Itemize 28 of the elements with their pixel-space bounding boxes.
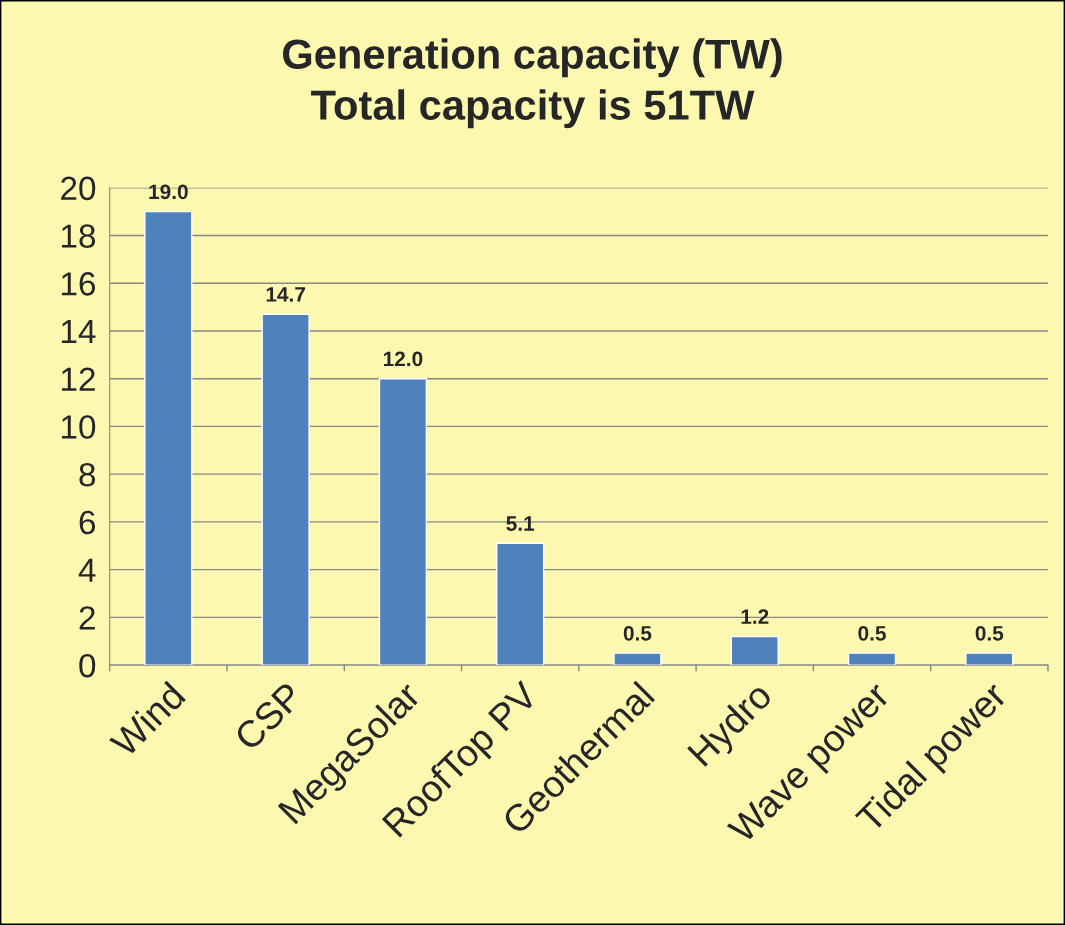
data-label: 19.0 (149, 184, 188, 200)
y-tick-label: 10 (61, 415, 96, 439)
data-label: 5.1 (506, 516, 535, 531)
y-tick-label: 6 (79, 510, 96, 535)
bar (730, 635, 779, 666)
y-tick-label: 2 (79, 606, 95, 630)
bar (144, 210, 193, 666)
y-tick-label: 16 (61, 272, 96, 296)
bar (378, 377, 428, 666)
y-tick-label: 12 (61, 367, 95, 391)
chart-title: Generation capacity (TW) Total capacity is 51TW (283, 38, 782, 129)
data-label: 0.5 (858, 625, 886, 641)
bar (613, 652, 662, 666)
data-label: 0.5 (623, 625, 652, 641)
y-tick-label: 14 (61, 320, 96, 344)
data-label: 14.7 (266, 287, 305, 302)
data-label: 12.0 (383, 351, 423, 367)
y-tick-label: 4 (78, 558, 96, 582)
bar (496, 542, 545, 666)
data-label: 1.2 (741, 609, 769, 624)
y-tick-label: 18 (61, 224, 96, 248)
bar (261, 313, 310, 666)
bar (847, 652, 897, 666)
y-tick-label: 20 (61, 176, 96, 201)
data-label: 0.5 (975, 625, 1004, 641)
bar (965, 652, 1014, 666)
y-tick-label: 8 (79, 462, 96, 487)
y-tick-label: 0 (79, 653, 96, 678)
